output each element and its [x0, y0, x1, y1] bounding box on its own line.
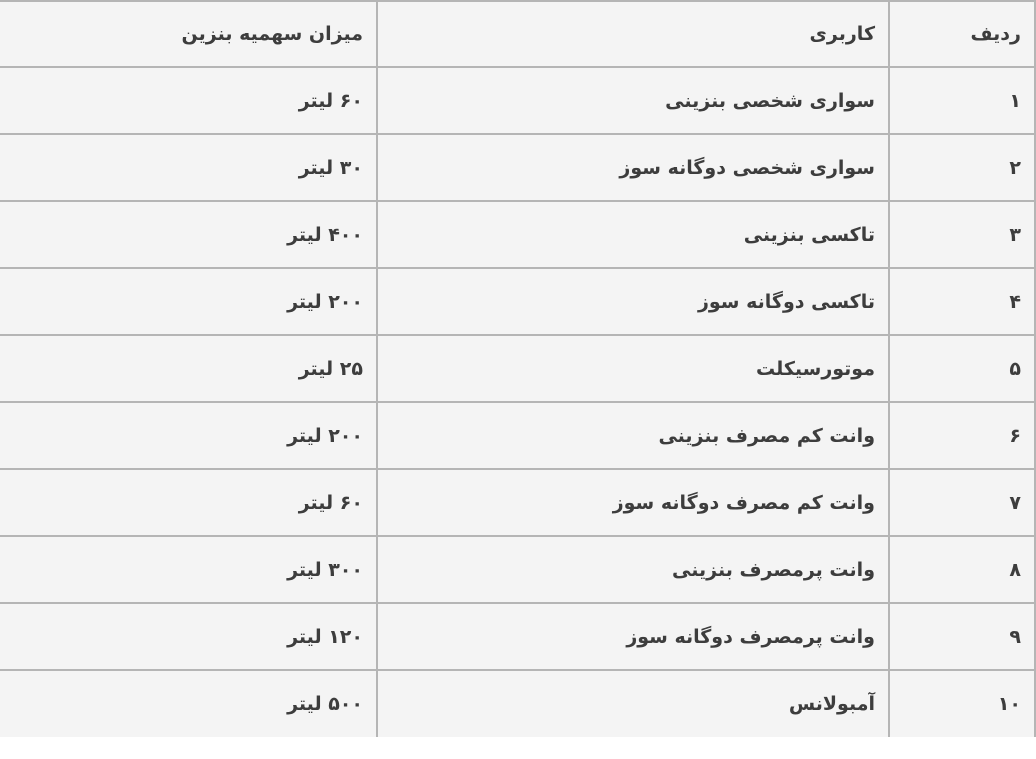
usage-cell: سواری شخصی دوگانه سوز: [376, 133, 890, 202]
table-row: ۳ تاکسی بنزینی ۴۰۰ لیتر: [0, 200, 1036, 269]
usage-cell: وانت کم مصرف بنزینی: [376, 401, 890, 470]
quota-cell: ۲۵ لیتر: [0, 334, 378, 403]
column-header-usage: کاربری: [376, 0, 890, 68]
table-row: ۶ وانت کم مصرف بنزینی ۲۰۰ لیتر: [0, 401, 1036, 470]
quota-cell: ۶۰ لیتر: [0, 468, 378, 537]
fuel-quota-table: ردیف کاربری میزان سهمیه بنزین ۱ سواری شخ…: [0, 0, 1036, 737]
row-number-cell: ۱۰: [888, 669, 1036, 737]
quota-cell: ۵۰۰ لیتر: [0, 669, 378, 737]
table-body: ۱ سواری شخصی بنزینی ۶۰ لیتر ۲ سواری شخصی…: [0, 66, 1036, 737]
table-row: ۱ سواری شخصی بنزینی ۶۰ لیتر: [0, 66, 1036, 135]
column-header-row-number: ردیف: [888, 0, 1036, 68]
table-row: ۲ سواری شخصی دوگانه سوز ۳۰ لیتر: [0, 133, 1036, 202]
row-number-cell: ۲: [888, 133, 1036, 202]
header-row: ردیف کاربری میزان سهمیه بنزین: [0, 0, 1036, 68]
row-number-cell: ۱: [888, 66, 1036, 135]
quota-cell: ۲۰۰ لیتر: [0, 401, 378, 470]
row-number-cell: ۷: [888, 468, 1036, 537]
row-number-cell: ۸: [888, 535, 1036, 604]
quota-cell: ۱۲۰ لیتر: [0, 602, 378, 671]
row-number-cell: ۵: [888, 334, 1036, 403]
table-row: ۷ وانت کم مصرف دوگانه سوز ۶۰ لیتر: [0, 468, 1036, 537]
row-number-cell: ۶: [888, 401, 1036, 470]
table-header: ردیف کاربری میزان سهمیه بنزین: [0, 0, 1036, 68]
row-number-cell: ۳: [888, 200, 1036, 269]
table-row: ۹ وانت پرمصرف دوگانه سوز ۱۲۰ لیتر: [0, 602, 1036, 671]
row-number-cell: ۹: [888, 602, 1036, 671]
table-row: ۸ وانت پرمصرف بنزینی ۳۰۰ لیتر: [0, 535, 1036, 604]
usage-cell: تاکسی دوگانه سوز: [376, 267, 890, 336]
quota-cell: ۲۰۰ لیتر: [0, 267, 378, 336]
usage-cell: آمبولانس: [376, 669, 890, 737]
row-number-cell: ۴: [888, 267, 1036, 336]
usage-cell: وانت کم مصرف دوگانه سوز: [376, 468, 890, 537]
table-row: ۱۰ آمبولانس ۵۰۰ لیتر: [0, 669, 1036, 737]
table-row: ۴ تاکسی دوگانه سوز ۲۰۰ لیتر: [0, 267, 1036, 336]
usage-cell: وانت پرمصرف بنزینی: [376, 535, 890, 604]
column-header-quota: میزان سهمیه بنزین: [0, 0, 378, 68]
table-row: ۵ موتورسیکلت ۲۵ لیتر: [0, 334, 1036, 403]
usage-cell: سواری شخصی بنزینی: [376, 66, 890, 135]
quota-cell: ۳۰۰ لیتر: [0, 535, 378, 604]
quota-cell: ۳۰ لیتر: [0, 133, 378, 202]
usage-cell: تاکسی بنزینی: [376, 200, 890, 269]
quota-cell: ۶۰ لیتر: [0, 66, 378, 135]
usage-cell: موتورسیکلت: [376, 334, 890, 403]
usage-cell: وانت پرمصرف دوگانه سوز: [376, 602, 890, 671]
quota-cell: ۴۰۰ لیتر: [0, 200, 378, 269]
